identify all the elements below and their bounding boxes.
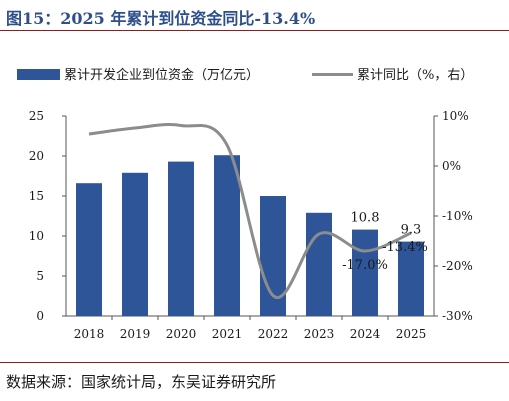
y-left-tick-label: 15 bbox=[29, 189, 44, 203]
chart-title: 图15：2025 年累计到位资金同比-13.4% bbox=[6, 9, 316, 28]
y-right-tick-label: -10% bbox=[442, 209, 473, 223]
bar-2024 bbox=[352, 229, 378, 316]
y-left-tick-label: 20 bbox=[29, 149, 44, 163]
bar-2018 bbox=[76, 183, 102, 316]
bar-series bbox=[76, 155, 424, 316]
y-left-tick-label: 25 bbox=[29, 109, 44, 123]
y-right-tick-label: -30% bbox=[442, 309, 473, 323]
x-tick-label: 2025 bbox=[396, 327, 427, 341]
bar-2021 bbox=[214, 155, 240, 316]
legend-label-bar: 累计开发企业到位资金（万亿元） bbox=[64, 67, 259, 83]
y-left-tick-label: 5 bbox=[36, 269, 44, 283]
data-label--13.4%: -13.4% bbox=[382, 240, 428, 255]
line-series bbox=[88, 122, 412, 300]
data-label-10.8: 10.8 bbox=[351, 211, 380, 226]
x-tick-label: 2019 bbox=[120, 327, 151, 341]
bar-2023 bbox=[306, 212, 332, 316]
y-left-tick-label: 0 bbox=[36, 309, 44, 323]
x-tick-label: 2021 bbox=[212, 327, 243, 341]
legend-label-line: 累计同比（%，右） bbox=[357, 68, 473, 83]
legend: 累计开发企业到位资金（万亿元） 累计同比（%，右） bbox=[17, 67, 473, 83]
bar-2025 bbox=[398, 241, 424, 316]
chart: 累计开发企业到位资金（万亿元） 累计同比（%，右） 0510152025-30%-… bbox=[17, 67, 473, 341]
x-tick-label: 2024 bbox=[350, 327, 381, 341]
bar-2020 bbox=[168, 161, 194, 316]
legend-swatch-bar bbox=[17, 69, 60, 80]
y-right-tick-label: -20% bbox=[442, 259, 473, 273]
x-tick-label: 2018 bbox=[74, 327, 105, 341]
y-left-tick-label: 10 bbox=[29, 229, 44, 243]
yoy-line bbox=[88, 122, 412, 300]
data-labels: 10.8 9.3 -17.0% -13.4% bbox=[342, 211, 428, 273]
source-note: 数据来源：国家统计局，东吴证券研究所 bbox=[6, 373, 277, 391]
bar-2022 bbox=[260, 196, 286, 316]
x-tick-label: 2022 bbox=[258, 327, 289, 341]
title-divider bbox=[0, 30, 509, 31]
data-label-9.3: 9.3 bbox=[401, 223, 422, 238]
x-tick-label: 2023 bbox=[304, 327, 335, 341]
y-right-tick-label: 0% bbox=[442, 159, 461, 173]
x-tick-label: 2020 bbox=[166, 327, 197, 341]
data-label--17.0%: -17.0% bbox=[342, 258, 388, 273]
bar-2019 bbox=[122, 172, 148, 316]
source-divider bbox=[0, 362, 509, 363]
y-right-tick-label: 10% bbox=[442, 109, 469, 123]
